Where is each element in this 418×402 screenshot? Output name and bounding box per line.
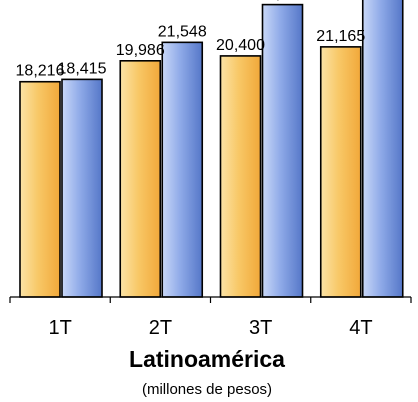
category-label-2t: 2T: [149, 317, 172, 339]
bar-4t-series-1: [319, 46, 362, 298]
bar-4t-series-2: [361, 0, 404, 298]
bars-layer: [19, 0, 404, 298]
bar-3t-series-1: [219, 55, 262, 298]
value-label-4t-series-1: 21,165: [316, 28, 365, 45]
value-label-2t-series-2: 21,548: [158, 23, 207, 40]
chart-subtitle: (millones de pesos): [142, 381, 272, 398]
category-label-4t: 4T: [349, 317, 372, 339]
value-label-3t-series-1: 20,400: [216, 37, 265, 54]
category-label-1t: 1T: [48, 317, 71, 339]
x-axis: [9, 296, 412, 303]
value-label-1t-series-1: 18,216: [16, 63, 65, 80]
value-label-2t-series-1: 19,986: [116, 42, 165, 59]
category-label-3t: 3T: [249, 317, 272, 339]
bar-1t-series-1: [19, 80, 61, 298]
value-label-1t-series-2: 18,415: [58, 60, 107, 77]
category-labels-layer: 1T 2T 3T 4T: [48, 317, 372, 339]
bar-2t-series-2: [161, 41, 204, 298]
bar-2t-series-1: [119, 60, 162, 298]
chart-title: Latinoamérica: [129, 346, 285, 372]
value-label-3t-series-2: 24,741: [258, 0, 307, 3]
bar-3t-series-2: [261, 3, 304, 298]
bar-1t-series-2: [61, 78, 103, 298]
